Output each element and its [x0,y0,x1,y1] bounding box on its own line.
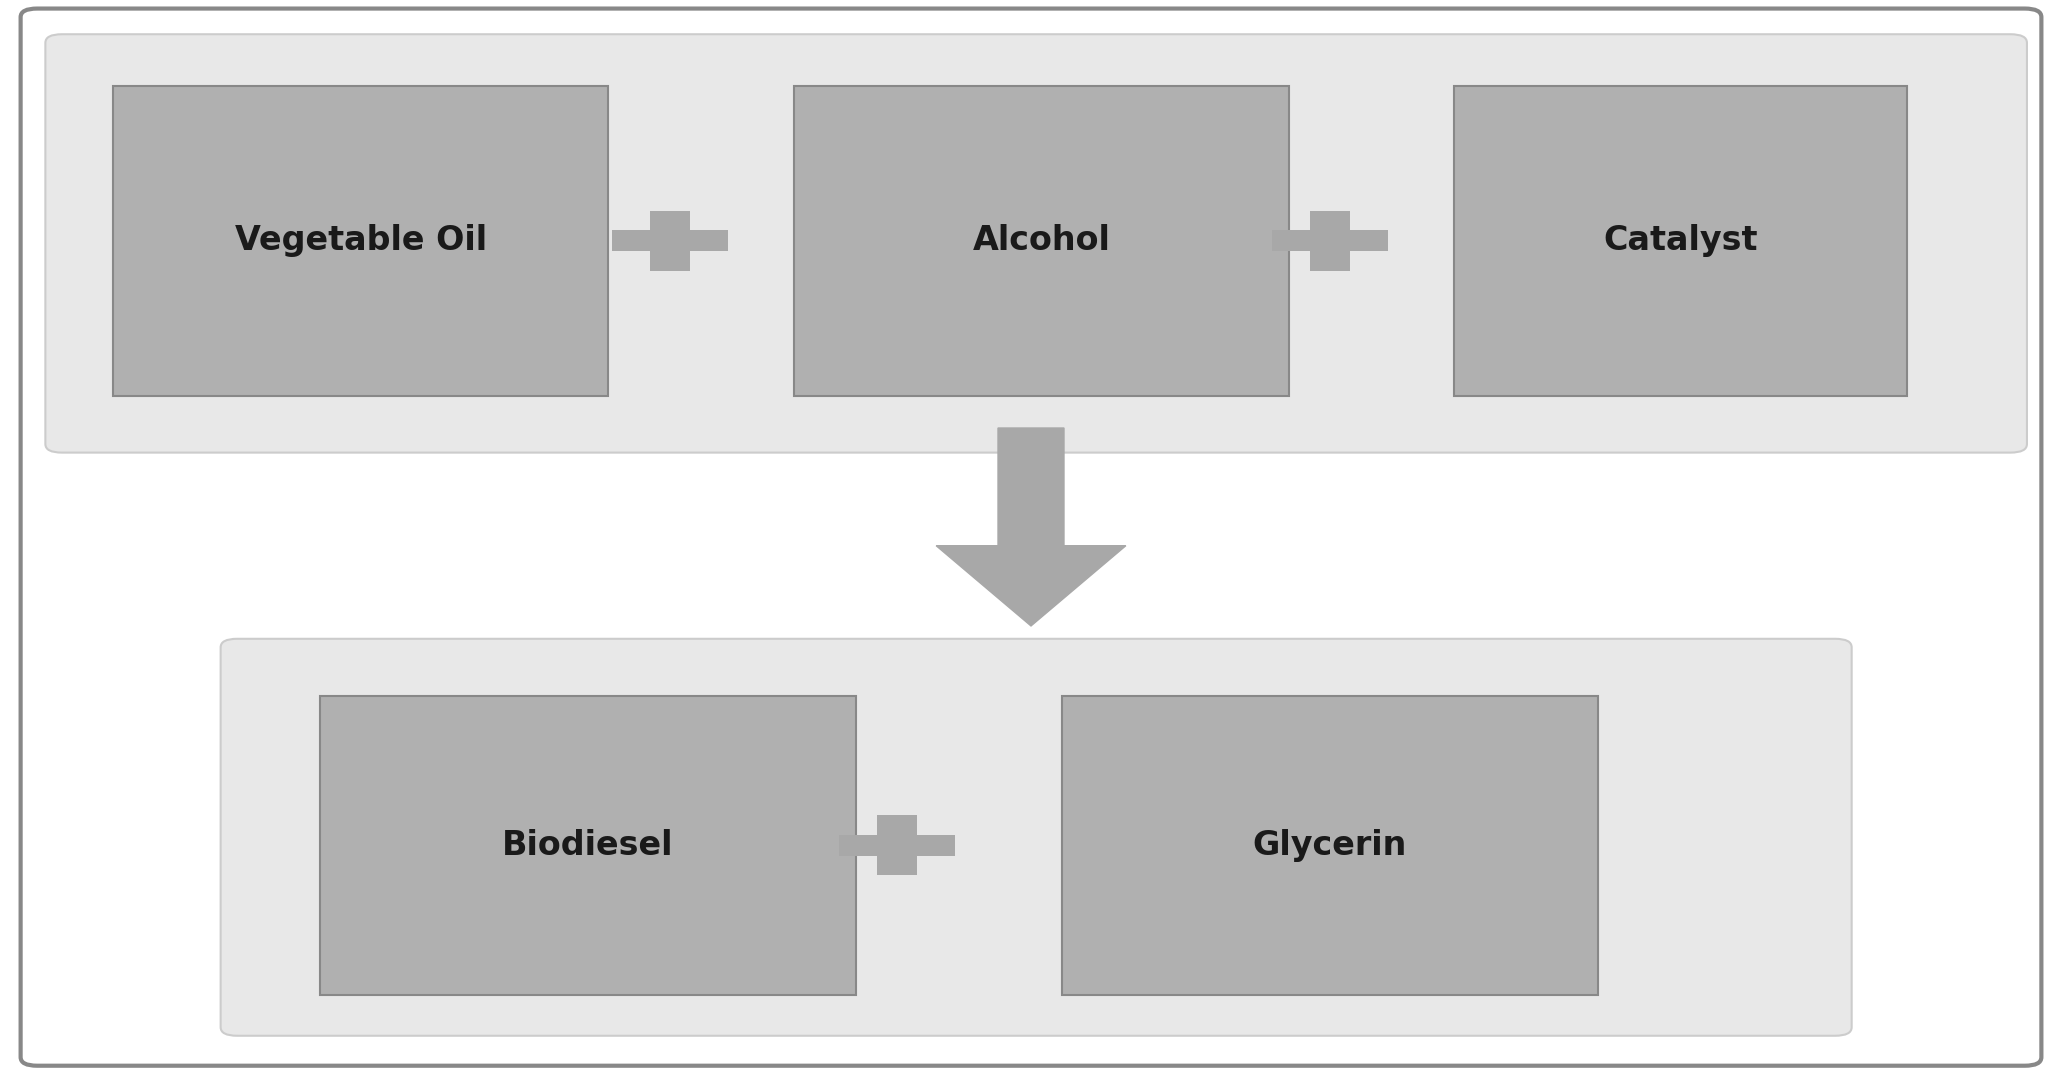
Bar [1454,86,1907,396]
FancyBboxPatch shape [45,34,2027,453]
Text: Vegetable Oil: Vegetable Oil [235,225,487,257]
FancyBboxPatch shape [21,9,2041,1066]
Bar [320,696,856,995]
Text: Glycerin: Glycerin [1254,829,1406,861]
Bar [612,230,728,251]
Bar [794,86,1289,396]
Text: Catalyst: Catalyst [1604,225,1757,257]
Bar [1062,696,1598,995]
Polygon shape [936,428,1126,626]
Bar [650,211,691,271]
Text: Alcohol: Alcohol [973,225,1109,257]
Bar [1309,211,1351,271]
Bar [1272,230,1388,251]
Bar [113,86,608,396]
Text: Biodiesel: Biodiesel [501,829,674,861]
FancyBboxPatch shape [221,639,1852,1036]
Bar [876,815,918,875]
Bar [839,835,955,856]
